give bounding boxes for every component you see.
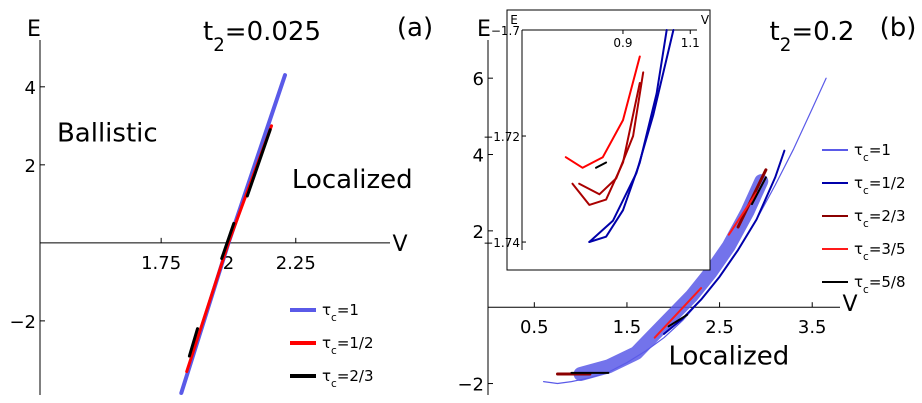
inset-series-1 <box>588 29 675 243</box>
legend-label: τc=3/5 <box>854 240 906 263</box>
legend-label: τc=1 <box>322 301 359 324</box>
region-label: Ballistic <box>57 118 158 148</box>
x-tick-label: 3.5 <box>798 317 827 338</box>
inset-x-tick-label: 0.9 <box>613 36 632 50</box>
region-label: Localized <box>292 165 413 195</box>
panel-b-series-1 <box>573 174 769 381</box>
y-tick-label: 2 <box>473 222 484 243</box>
inset-y-tick-label: −1.74 <box>483 236 520 250</box>
region-label: Localized <box>668 341 789 371</box>
legend-label: τc=5/8 <box>854 273 906 296</box>
y-tick-label: −2 <box>9 312 36 333</box>
inset-y-tick-label: −1.7 <box>491 24 520 38</box>
panel-b-series-4-seg-0 <box>653 287 703 339</box>
inset-x-tick-label: 1.1 <box>681 36 700 50</box>
y-axis-label: E <box>27 17 41 42</box>
inset-series-0 <box>588 29 668 243</box>
x-tick-label: 2.5 <box>705 317 734 338</box>
x-axis-label: V <box>842 292 857 317</box>
inset-series-2 <box>571 82 641 206</box>
legend-label: τc=1/2 <box>322 334 374 357</box>
inset-chart: 0.9 1.1 −1.7 −1.72 −1.74 E V <box>483 9 711 271</box>
panel-letter: (b) <box>880 13 917 43</box>
x-tick-label: 2 <box>223 253 234 274</box>
x-tick-label: 2.25 <box>276 253 316 274</box>
legend-label: τc=2/3 <box>322 367 374 390</box>
panel-a-series-2-seg-0 <box>187 327 199 358</box>
panel-b-series-5-seg-2 <box>751 176 767 206</box>
legend-label: τc=2/3 <box>854 207 906 230</box>
panel-a-legend: τc=1 τc=1/2 τc=2/3 <box>290 301 374 390</box>
x-tick-label: 1.75 <box>141 253 181 274</box>
x-axis-label: V <box>392 232 407 257</box>
y-tick-label: 6 <box>473 69 484 90</box>
y-tick-label: 2 <box>25 156 36 177</box>
panel-title: t2=0.2 <box>770 17 855 56</box>
y-tick-label: 4 <box>473 146 484 167</box>
inset-x-axis-label: V <box>701 13 710 27</box>
inset-series-3 <box>578 71 645 196</box>
inset-frame <box>506 9 711 271</box>
y-tick-label: −2 <box>457 375 484 396</box>
panel-a-series-2-seg-2 <box>245 128 272 198</box>
inset-series-5 <box>595 161 608 169</box>
inset-series-4 <box>564 55 641 169</box>
panel-b-chart: 0.51.52.53.5642−2EVt2=0.2(b)BallisticLoc… <box>457 9 917 396</box>
x-tick-label: 0.5 <box>520 317 549 338</box>
panel-a-chart: 1.75 2 2.25 4 2 −2 E Vt2=0.025 (a) Ballistic Local… <box>9 13 433 395</box>
legend-label: τc=1/2 <box>854 174 906 197</box>
panel-a-series-2-seg-1 <box>220 221 236 260</box>
y-axis-label: E <box>477 17 491 42</box>
panel-letter: (a) <box>397 13 433 43</box>
panel-title: t2=0.025 <box>203 17 321 56</box>
panel-b-series-4-seg-1 <box>727 191 758 236</box>
panel-b-legend: τc=1 τc=1/2 τc=2/3 τc=3/5 τc=5/8 <box>822 141 906 296</box>
inset-y-axis-label: E <box>510 13 518 27</box>
panel-b-series-5-seg-1 <box>667 313 689 328</box>
y-tick-label: 4 <box>25 78 36 99</box>
x-tick-label: 1.5 <box>613 317 642 338</box>
inset-y-tick-label: −1.72 <box>483 130 520 144</box>
legend-label: τc=1 <box>854 141 891 164</box>
